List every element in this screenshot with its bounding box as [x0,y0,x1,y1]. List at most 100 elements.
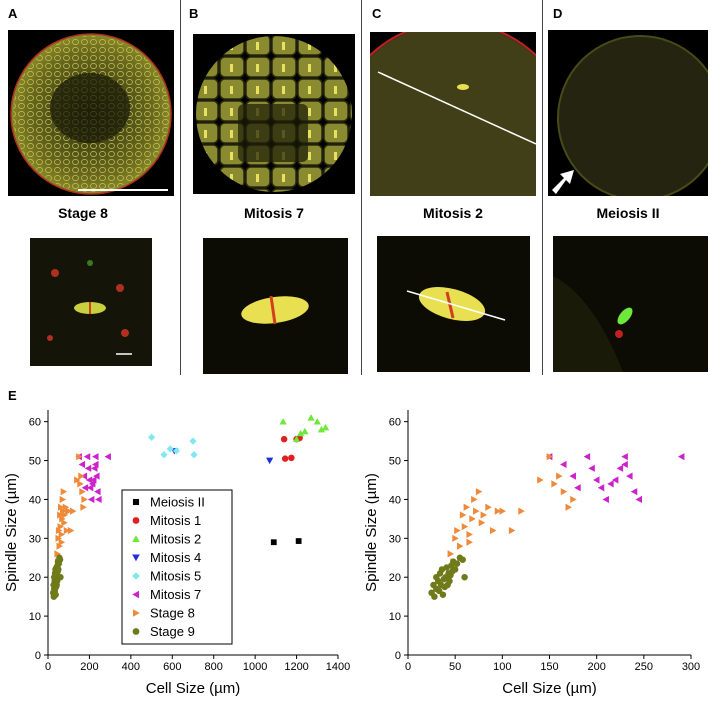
point-mitosis-1 [281,455,289,462]
point-mitosis-7 [93,472,100,480]
y-tick-label: 30 [29,533,41,545]
panel-divider [361,0,362,375]
point-mitosis-2 [292,435,301,443]
point-mitosis-7 [87,495,95,504]
y-tick-label: 40 [29,494,41,506]
point-mitosis-7 [602,495,609,504]
point-stage-9 [451,566,459,573]
y-tick-label: 30 [389,533,401,545]
point-mitosis-7 [611,476,619,484]
x-tick-label: 0 [45,661,51,673]
point-mitosis-7 [635,495,642,504]
point-stage-8 [78,472,85,480]
point-mitosis-7 [83,453,91,461]
point-stage-8 [63,526,71,535]
point-mitosis-7 [607,480,614,488]
point-mitosis-2 [297,429,305,437]
panel-label-b: B [189,6,199,21]
point-stage-9 [57,573,64,581]
point-stage-8 [490,526,497,535]
caption-mitosis-2: Mitosis 2 [423,205,483,221]
panel-divider [180,0,181,375]
panel-label-a: A [8,6,18,21]
point-stage-8 [59,515,66,523]
legend-marker [132,609,140,617]
legend-entry: Mitosis 1 [150,513,201,528]
point-mitosis-5 [190,451,198,459]
point-mitosis-7 [616,464,624,472]
legend-marker [132,517,140,524]
point-stage-8 [56,542,63,550]
point-stage-9 [52,591,59,598]
point-mitosis-7 [560,460,567,469]
point-stage-8 [57,503,65,511]
legend-entry: Stage 9 [150,624,195,639]
point-stage-8 [537,476,544,484]
micrograph-mitosis7-spindle [203,238,348,374]
point-stage-8 [473,507,480,515]
point-stage-8 [560,488,568,496]
point-stage-8 [546,453,554,461]
point-stage-8 [461,523,469,531]
point-stage-8 [81,495,88,504]
legend-entry: Mitosis 2 [150,532,201,547]
y-tick-label: 60 [29,417,41,429]
legend: Meiosis II Mitosis 1 Mitosis 2 Mitosis 4 Mit… [121,489,233,645]
point-mitosis-5 [189,437,197,445]
point-stage-8 [55,526,63,535]
point-mitosis-7 [630,488,638,496]
point-stage-8 [58,538,66,546]
point-stage-8 [480,511,488,519]
point-stage-8 [475,488,483,496]
point-stage-8 [454,526,461,535]
x-tick-label: 1400 [326,661,350,673]
point-stage-8 [76,453,83,461]
legend-marker [132,554,140,562]
x-tick-label: 150 [540,661,558,673]
legend-marker [132,498,140,506]
point-stage-8 [508,526,516,535]
y-tick-label: 20 [389,572,401,584]
point-stage-8 [452,534,459,542]
y-tick-label: 10 [29,611,41,623]
point-stage-8 [478,519,486,527]
point-stage-8 [60,507,67,515]
point-mitosis-7 [626,472,633,480]
point-mitosis-7 [588,464,595,472]
legend-entry: Stage 8 [150,606,195,621]
point-stage-8 [67,526,75,535]
micrograph-stage8-spindle [30,238,152,366]
micrograph-meiosis2-spindle [553,236,708,372]
point-mitosis-4 [266,457,274,465]
point-mitosis-7 [574,484,581,492]
point-meiosis-ii [295,538,302,544]
scatter-chart-all-stages: 0 200 400 600 800 1000 1200 1400 0 10 20 30 40 50 60 Ce… [3,410,350,697]
point-stage-9 [446,577,453,585]
point-mitosis-7 [597,484,605,492]
y-tick-label: 60 [389,417,401,429]
point-mitosis-2 [279,418,287,425]
point-stage-8 [471,495,478,504]
x-axis-label: Cell Size (µm) [146,680,240,697]
x-axis-label: Cell Size (µm) [502,680,596,697]
point-stage-8 [551,480,558,488]
y-tick-label: 0 [395,650,401,662]
legend-box [121,489,233,645]
point-mitosis-2 [307,414,315,421]
legend-marker [132,535,140,543]
point-stage-8 [518,507,525,515]
legend-marker [132,590,140,599]
x-tick-label: 0 [405,661,411,673]
point-stage-8 [565,503,572,511]
x-tick-label: 1200 [284,661,308,673]
point-stage-8 [463,503,471,511]
point-stage-8 [466,538,473,546]
point-stage-8 [469,515,476,523]
point-mitosis-2 [301,427,309,435]
data-points [49,414,330,600]
point-mitosis-1 [288,454,295,462]
x-tick-label: 100 [493,661,511,673]
micrograph-stage8-embryo [8,30,174,196]
point-stage-8 [57,523,65,531]
point-stage-8 [61,519,68,527]
